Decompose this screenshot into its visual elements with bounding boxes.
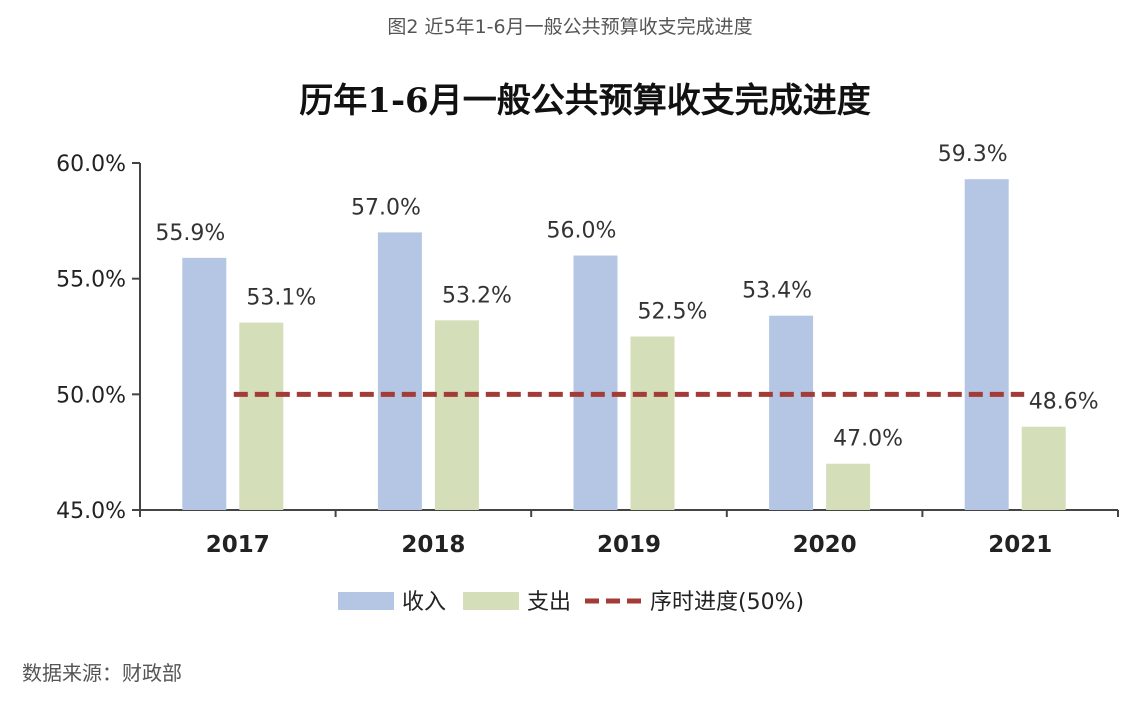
expenditure-data-label: 47.0%: [833, 427, 903, 452]
expenditure-bar: [1021, 426, 1066, 510]
income-bar: [182, 257, 227, 510]
x-category-label: 2018: [401, 532, 465, 558]
expenditure-data-label: 48.6%: [1029, 390, 1099, 415]
y-tick-label: 55.0%: [56, 268, 126, 293]
expenditure-data-label: 52.5%: [638, 300, 708, 325]
expenditure-data-label: 53.2%: [442, 283, 512, 308]
legend-swatch-income: [338, 592, 394, 610]
legend-label-income: 收入: [402, 590, 446, 615]
chart-title: 历年1-6月一般公共预算收支完成进度: [299, 81, 870, 121]
x-category-label: 2017: [206, 532, 270, 558]
expenditure-bar: [630, 336, 675, 510]
income-bar: [377, 232, 422, 510]
expenditure-bar: [434, 320, 479, 510]
source-note: 数据来源：财政部: [22, 661, 182, 685]
x-category-label: 2021: [988, 532, 1052, 558]
figure-caption: 图2 近5年1-6月一般公共预算收支完成进度: [387, 16, 753, 38]
legend-swatch-expenditure: [463, 592, 519, 610]
income-data-label: 57.0%: [351, 195, 421, 220]
chart-bars: [182, 179, 1066, 510]
income-bar: [573, 255, 618, 510]
x-category-label: 2019: [597, 532, 661, 558]
data-labels: 55.9% 53.1% 57.0% 53.2% 56.0% 52.5% 53.4% 47.0%…: [155, 142, 1098, 452]
y-tick-label: 60.0%: [56, 152, 126, 177]
expenditure-bar: [826, 463, 871, 510]
income-data-label: 56.0%: [547, 219, 617, 244]
legend-label-expenditure: 支出: [527, 590, 571, 615]
income-data-label: 59.3%: [938, 142, 1008, 167]
chart-legend: 收入 支出 序时进度(50%): [338, 590, 804, 615]
income-bar: [964, 179, 1009, 510]
expenditure-data-label: 53.1%: [246, 286, 316, 311]
y-tick-label: 45.0%: [56, 499, 126, 524]
income-bar: [769, 315, 814, 510]
expenditure-bar: [239, 322, 284, 510]
bar-chart: 历年1-6月一般公共预算收支完成进度 45.0% 50.0% 55.0% 60.0% 2…: [56, 81, 1119, 615]
chart-axes: 45.0% 50.0% 55.0% 60.0% 2017 2018 2019 2020 2021: [56, 152, 1119, 558]
x-category-label: 2020: [793, 532, 857, 558]
income-data-label: 53.4%: [742, 279, 812, 304]
income-data-label: 55.9%: [155, 221, 225, 246]
y-tick-label: 50.0%: [56, 383, 126, 408]
legend-label-progress: 序时进度(50%): [650, 590, 804, 615]
